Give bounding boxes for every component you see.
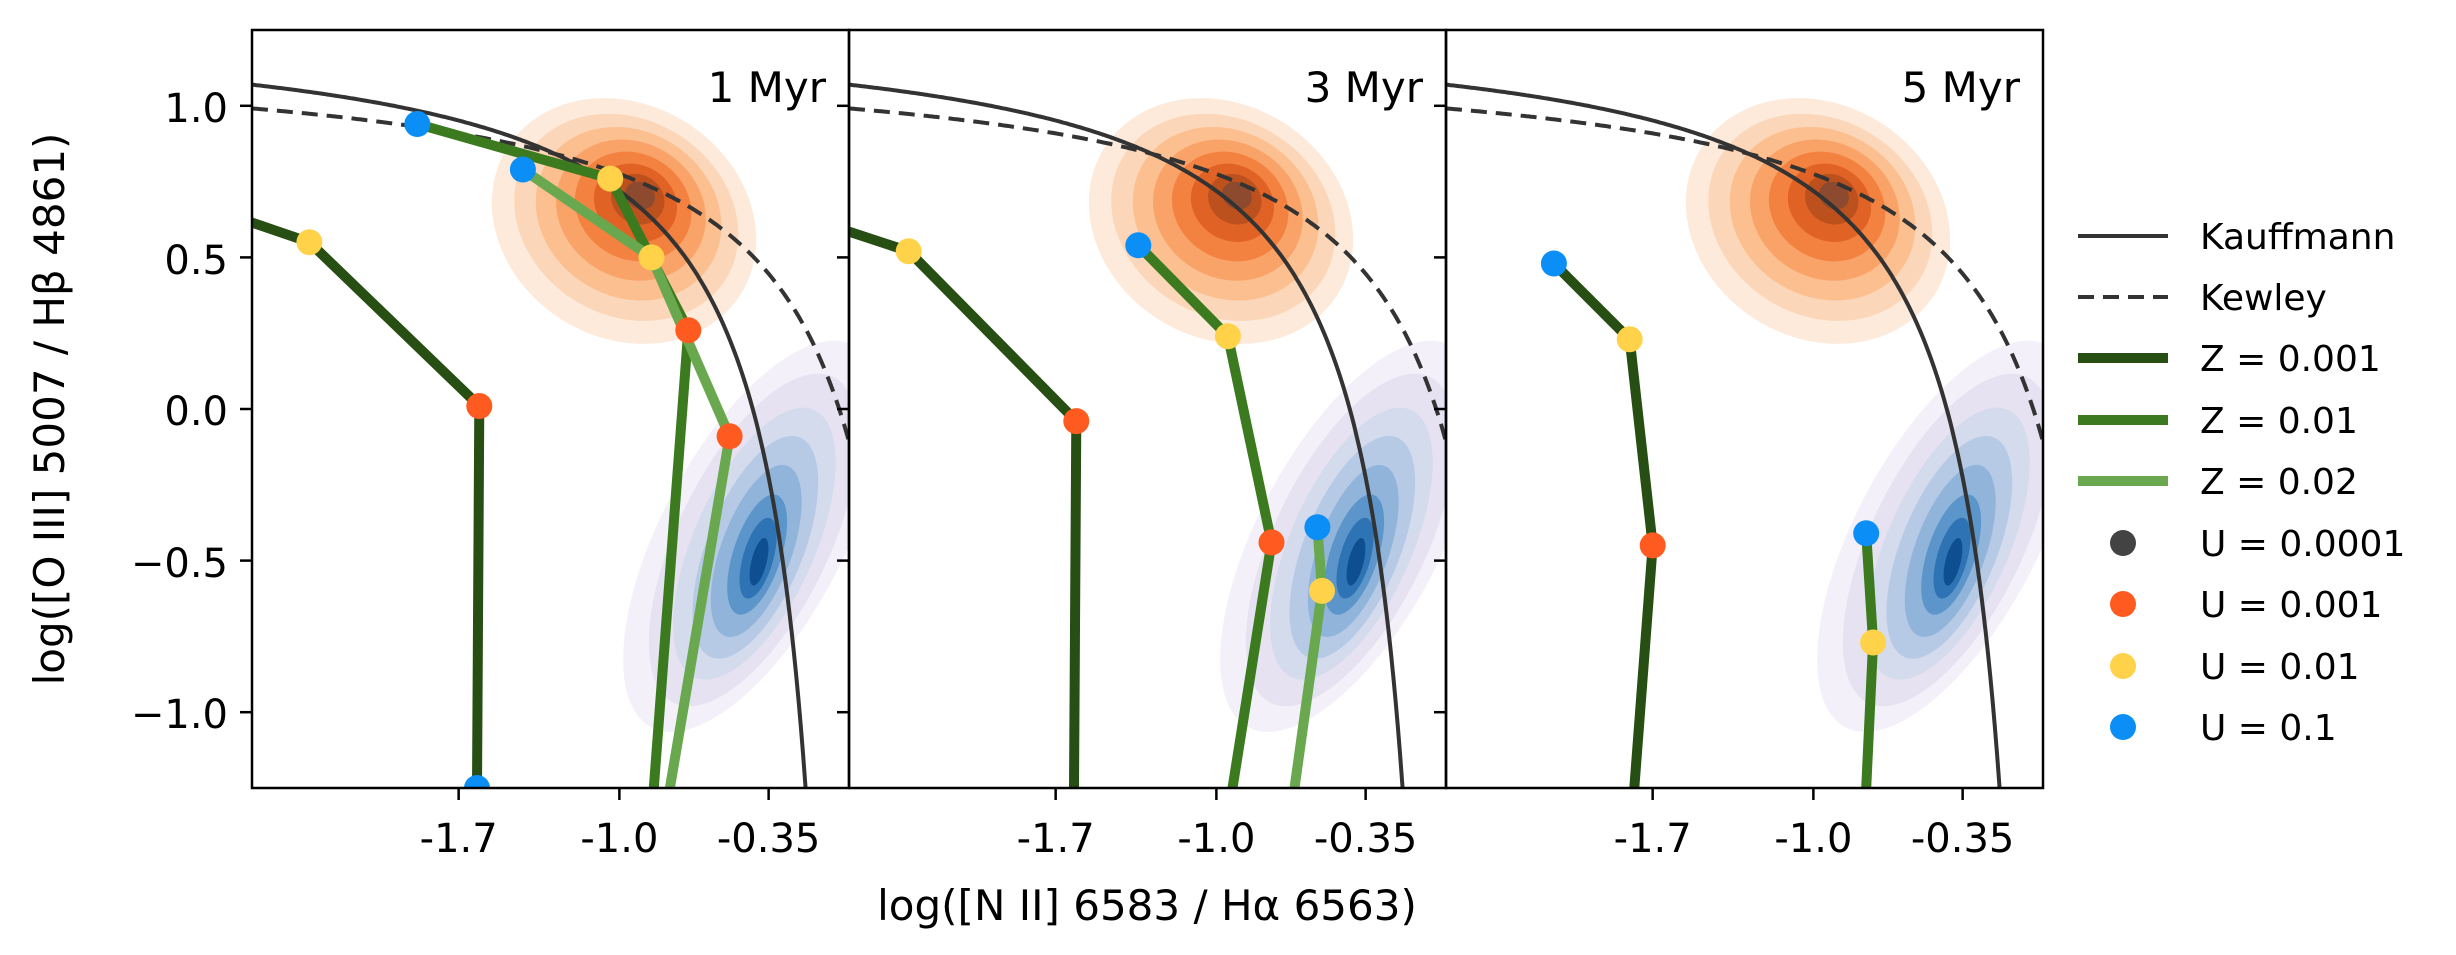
panel-plot-area	[849, 82, 1446, 788]
panel-5-myr	[1434, 28, 2045, 800]
y-axis-label: log([O III] 5007 / Hβ 4861)	[25, 133, 74, 686]
ionization-marker-u-001	[638, 244, 665, 271]
legend-kewley-label: Kewley	[2200, 278, 2327, 319]
panel-1-myr	[240, 28, 851, 800]
ionization-marker-u-01	[1125, 232, 1152, 259]
y-tick-label: 0.5	[164, 238, 228, 284]
x-tick-label: -0.35	[1314, 816, 1418, 862]
panel-title-5-myr: 5 Myr	[1902, 63, 2021, 112]
track-z-001	[1861, 532, 1879, 788]
ionization-marker-u-01	[1540, 250, 1567, 277]
ionization-marker-u-0001	[675, 317, 702, 344]
legend-u001-label: U = 0.01	[2200, 647, 2360, 688]
x-tick-label: -1.7	[1614, 816, 1692, 862]
ionization-marker-u-001	[1616, 326, 1643, 353]
legend-u00001-marker	[2110, 530, 2136, 556]
ionization-marker-u-0001	[1063, 408, 1090, 435]
panel-title-3-myr: 3 Myr	[1305, 63, 1424, 112]
y-tick-label: 0.0	[164, 389, 228, 435]
ionization-marker-u-001	[895, 238, 922, 265]
legend-z0001-label: Z = 0.001	[2200, 339, 2381, 380]
panel-title-1-myr: 1 Myr	[708, 63, 827, 112]
x-tick-label: -1.0	[1177, 816, 1255, 862]
blue-density-contour	[1346, 538, 1366, 586]
ionization-marker-u-01	[509, 156, 536, 183]
ionization-marker-u-001	[296, 229, 323, 256]
ionization-marker-u-001	[597, 165, 624, 192]
ionization-marker-u-01	[1304, 514, 1331, 541]
track-z-001	[1134, 241, 1277, 788]
kewley-line	[1446, 106, 2043, 443]
legend-u0001-label: U = 0.001	[2200, 585, 2382, 626]
ionization-marker-u-001	[1860, 629, 1887, 656]
blue-density-contour	[749, 538, 769, 586]
ionization-marker-u-001	[1309, 577, 1335, 604]
track-z-002	[520, 165, 735, 788]
ionization-marker-u-01	[464, 775, 490, 788]
ionization-marker-u-0001	[1258, 529, 1285, 556]
legend-u00001-label: U = 0.0001	[2200, 524, 2405, 565]
legend-u01-marker	[2110, 714, 2136, 740]
panel-plot-area	[252, 82, 849, 788]
x-tick-label: -1.0	[1774, 816, 1852, 862]
y-tick-label: 1.0	[164, 86, 228, 132]
legend-u0001-marker	[2110, 591, 2136, 617]
legend-kauffmann-label: Kauffmann	[2200, 217, 2395, 258]
track-z-0001	[1550, 259, 1658, 788]
kauffmann-line	[1446, 82, 2002, 788]
ionization-marker-u-0001	[1639, 532, 1666, 559]
legend-z002-label: Z = 0.02	[2200, 462, 2358, 503]
y-tick-labels: 1.0 0.5 0.0 −0.5 −1.0	[131, 86, 228, 738]
legend: Kauffmann Kewley Z = 0.001 Z = 0.01 Z = …	[2078, 217, 2405, 749]
panel-3-myr	[837, 28, 1448, 800]
kewley-line	[252, 106, 849, 443]
track-z-0001	[849, 226, 1082, 788]
legend-z001-label: Z = 0.01	[2200, 401, 2358, 442]
blue-density-contour	[1943, 538, 1963, 586]
x-tick-labels: -1.7 -1.0 -0.35 -1.7 -1.0 -0.35 -1.7 -1.…	[420, 816, 2015, 862]
y-tick-label: −1.0	[131, 692, 228, 738]
legend-u01-label: U = 0.1	[2200, 708, 2337, 749]
panel-plot-area	[1446, 82, 2043, 788]
track-z-0001	[252, 217, 485, 788]
kauffmann-line	[849, 82, 1405, 788]
kewley-line	[849, 106, 1446, 443]
x-tick-label: -0.35	[717, 816, 821, 862]
x-tick-label: -1.7	[1017, 816, 1095, 862]
ionization-marker-u-001	[1214, 323, 1241, 350]
x-axis-label: log([N II] 6583 / Hα 6563)	[877, 881, 1417, 930]
kauffmann-line	[252, 82, 808, 788]
ionization-marker-u-0001	[466, 393, 493, 419]
x-tick-label: -0.35	[1911, 816, 2015, 862]
ionization-marker-u-0001	[716, 423, 743, 450]
y-tick-label: −0.5	[131, 541, 228, 587]
x-tick-label: -1.0	[580, 816, 658, 862]
legend-u001-marker	[2110, 653, 2136, 679]
x-tick-label: -1.7	[420, 816, 498, 862]
ionization-marker-u-01	[404, 111, 431, 137]
ionization-marker-u-01	[1853, 520, 1880, 547]
